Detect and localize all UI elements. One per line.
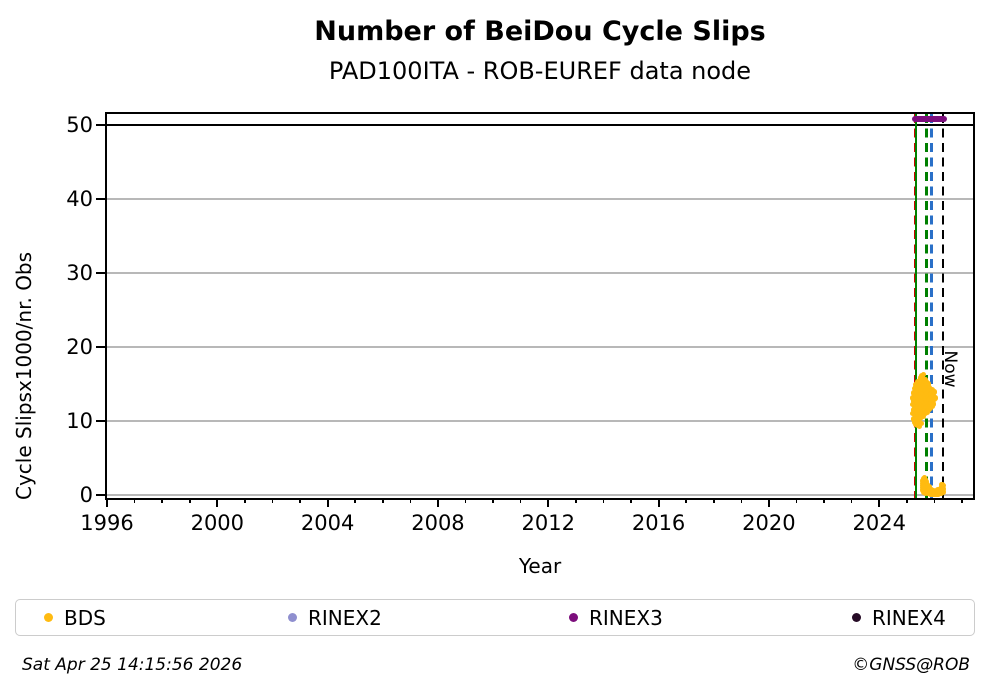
data-point bbox=[931, 389, 938, 395]
grid-line bbox=[107, 346, 973, 348]
data-point bbox=[918, 420, 924, 426]
data-point bbox=[917, 405, 923, 411]
y-tick bbox=[96, 198, 105, 201]
x-tick-minor bbox=[933, 498, 936, 503]
timestamp-text: Sat Apr 25 14:15:56 2026 bbox=[22, 655, 243, 675]
grid-line bbox=[107, 198, 973, 200]
x-axis-label: Year bbox=[518, 554, 562, 578]
x-tick-major bbox=[216, 498, 219, 507]
x-tick-minor bbox=[685, 498, 687, 503]
x-tick-minor bbox=[602, 498, 605, 503]
y-tick-label: 20 bbox=[66, 335, 93, 360]
x-tick-label: 2020 bbox=[742, 511, 796, 535]
event-line-blue-dashed bbox=[930, 114, 933, 498]
legend-item-bds: BDS bbox=[44, 600, 106, 635]
x-tick-minor bbox=[795, 498, 798, 503]
x-tick-minor bbox=[492, 498, 494, 503]
x-tick-label: 2004 bbox=[300, 511, 355, 535]
x-tick-minor bbox=[244, 498, 246, 503]
y-tick bbox=[96, 272, 105, 275]
legend-label-rinex2: RINEX2 bbox=[308, 605, 382, 630]
chart-subtitle: PAD100ITA - ROB-EUREF data node bbox=[328, 57, 752, 85]
x-tick-label: 2012 bbox=[521, 511, 575, 535]
x-tick-major bbox=[767, 498, 770, 507]
x-tick-major bbox=[547, 498, 550, 507]
legend-label-rinex4: RINEX4 bbox=[872, 605, 946, 630]
event-line-green-dashed bbox=[925, 114, 928, 498]
y-tick-label: 30 bbox=[66, 261, 93, 286]
x-tick-minor bbox=[519, 498, 522, 503]
data-point bbox=[940, 489, 946, 495]
y-tick-label: 0 bbox=[79, 483, 93, 508]
data-point bbox=[923, 479, 930, 485]
event-line-red bbox=[913, 114, 916, 498]
cap-line bbox=[99, 123, 973, 127]
x-tick-minor bbox=[961, 498, 963, 503]
data-point bbox=[940, 486, 946, 492]
x-tick-major bbox=[878, 498, 881, 507]
x-tick-minor bbox=[133, 498, 136, 503]
copyright-text: ©GNSS@ROB bbox=[852, 655, 970, 675]
x-tick-minor bbox=[823, 498, 825, 503]
grid-line bbox=[107, 494, 973, 496]
x-tick-label: 2016 bbox=[631, 511, 686, 535]
y-tick bbox=[96, 420, 105, 423]
legend-item-rinex3: RINEX3 bbox=[569, 600, 663, 635]
bds-marker-icon bbox=[44, 613, 53, 622]
legend: BDS RINEX2 RINEX3 RINEX4 bbox=[15, 599, 975, 636]
legend-label-bds: BDS bbox=[64, 605, 106, 630]
x-tick-minor bbox=[299, 498, 301, 503]
x-tick-minor bbox=[575, 498, 577, 503]
data-point bbox=[940, 482, 946, 489]
x-tick-minor bbox=[354, 498, 356, 503]
y-tick-label: 50 bbox=[66, 113, 93, 138]
data-point bbox=[930, 401, 937, 407]
data-point bbox=[920, 371, 927, 378]
x-tick-minor bbox=[850, 498, 853, 503]
now-annotation: Now bbox=[939, 350, 960, 388]
data-point bbox=[925, 381, 932, 387]
x-tick-minor bbox=[630, 498, 632, 503]
now-line bbox=[942, 114, 945, 498]
y-axis-label: Cycle Slipsx1000/nr. Obs bbox=[12, 251, 36, 500]
event-line-green-solid bbox=[914, 114, 918, 498]
x-tick-minor bbox=[712, 498, 715, 503]
x-tick-minor bbox=[271, 498, 274, 503]
grid-line bbox=[107, 420, 973, 422]
data-point bbox=[932, 395, 938, 401]
x-tick-minor bbox=[409, 498, 412, 503]
x-tick-major bbox=[657, 498, 660, 507]
chart-title: Number of BeiDou Cycle Slips bbox=[314, 16, 766, 47]
data-point bbox=[920, 413, 927, 420]
x-tick-label: 2024 bbox=[852, 511, 906, 535]
x-tick-minor bbox=[161, 498, 163, 503]
legend-item-rinex4: RINEX4 bbox=[852, 600, 946, 635]
x-tick-minor bbox=[740, 498, 743, 503]
rinex3-marker-icon bbox=[569, 613, 578, 622]
y-tick-label: 10 bbox=[66, 409, 93, 434]
data-point bbox=[917, 415, 923, 421]
x-tick-major bbox=[326, 498, 329, 507]
legend-label-rinex3: RINEX3 bbox=[589, 605, 663, 630]
x-tick-minor bbox=[906, 498, 908, 503]
grid-line bbox=[107, 272, 973, 274]
y-tick bbox=[96, 346, 105, 349]
x-tick-minor bbox=[188, 498, 191, 503]
rinex4-marker-icon bbox=[852, 613, 861, 622]
x-tick-label: 1996 bbox=[80, 511, 134, 535]
legend-item-rinex2: RINEX2 bbox=[288, 600, 382, 635]
x-tick-label: 2000 bbox=[190, 511, 245, 535]
rinex2-marker-icon bbox=[288, 613, 297, 622]
plot-area: 0 10 20 30 40 50 1996 2000 2004 2008 2012 2016 2020 2… bbox=[66, 112, 975, 534]
x-tick-major bbox=[436, 498, 439, 507]
x-tick-minor bbox=[464, 498, 467, 503]
x-tick-label: 2008 bbox=[411, 511, 465, 535]
y-tick bbox=[96, 494, 105, 497]
y-tick-label: 40 bbox=[66, 187, 93, 212]
x-tick-major bbox=[106, 498, 108, 507]
rinex3-availability-bar bbox=[911, 115, 947, 123]
x-tick-minor bbox=[381, 498, 384, 503]
data-point bbox=[916, 423, 923, 429]
